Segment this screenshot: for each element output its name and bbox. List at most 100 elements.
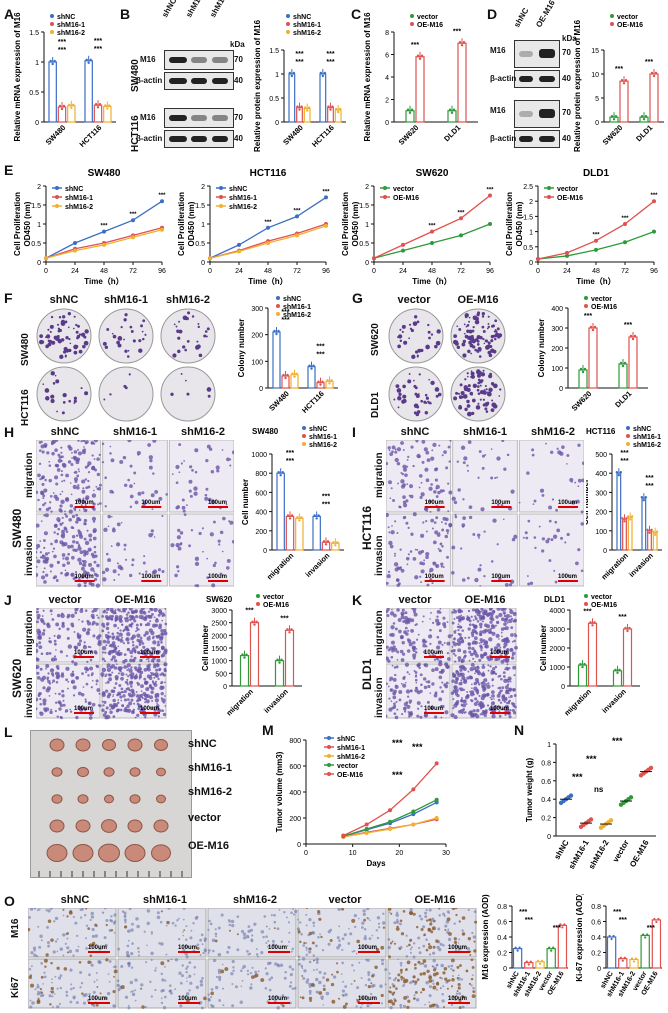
stained-cell bbox=[189, 494, 193, 498]
stained-cell bbox=[151, 612, 154, 616]
stained-cell bbox=[506, 683, 510, 686]
data-point bbox=[610, 937, 613, 941]
nucleus bbox=[174, 988, 177, 991]
data-point bbox=[650, 528, 653, 531]
data-point bbox=[338, 107, 342, 111]
stained-cell bbox=[387, 685, 390, 688]
positive-cell bbox=[473, 949, 477, 953]
stained-cell bbox=[400, 613, 404, 616]
colony bbox=[44, 388, 50, 393]
stained-cell bbox=[140, 608, 145, 611]
positive-cell bbox=[299, 996, 302, 999]
stained-cell bbox=[101, 442, 105, 446]
stained-cell bbox=[422, 638, 426, 643]
positive-cell bbox=[124, 925, 128, 929]
stained-cell bbox=[155, 705, 160, 710]
nucleus bbox=[367, 978, 371, 982]
stained-cell bbox=[389, 452, 394, 456]
data-point bbox=[608, 818, 614, 823]
nucleus bbox=[290, 911, 293, 915]
legend-marker bbox=[219, 186, 223, 190]
data-point bbox=[644, 115, 648, 118]
kda-70: 70 bbox=[562, 48, 571, 57]
stained-cell bbox=[49, 668, 55, 673]
legend-label: shM16-2 bbox=[633, 442, 661, 449]
data-point bbox=[622, 82, 626, 85]
nucleus bbox=[65, 994, 69, 997]
scale-bar-label: 100um bbox=[358, 996, 377, 1002]
nucleus bbox=[168, 984, 172, 988]
stained-cell bbox=[508, 678, 511, 681]
stained-cell bbox=[390, 487, 393, 490]
positive-cell bbox=[94, 923, 98, 927]
nucleus bbox=[30, 965, 33, 968]
nucleus bbox=[332, 975, 337, 979]
stained-cell bbox=[87, 645, 90, 648]
nucleus bbox=[76, 934, 79, 938]
nucleus bbox=[471, 931, 474, 935]
bar bbox=[649, 73, 659, 123]
stained-cell bbox=[176, 565, 180, 569]
nucleus bbox=[442, 912, 446, 916]
stained-cell bbox=[48, 460, 51, 463]
nucleus bbox=[202, 951, 205, 955]
stained-cell bbox=[164, 705, 167, 707]
colony bbox=[486, 391, 489, 394]
stained-cell bbox=[441, 690, 444, 693]
nucleus bbox=[251, 934, 254, 937]
stained-cell bbox=[100, 672, 105, 677]
colony bbox=[496, 327, 500, 331]
stained-cell bbox=[463, 654, 467, 658]
nucleus bbox=[101, 911, 105, 914]
stained-cell bbox=[491, 624, 494, 628]
stained-cell bbox=[89, 658, 93, 662]
nucleus bbox=[91, 927, 95, 932]
nucleus bbox=[302, 976, 306, 980]
stained-cell bbox=[547, 537, 551, 541]
stained-cell bbox=[577, 478, 582, 483]
stained-cell bbox=[117, 672, 121, 675]
legend-label: shM16-2 bbox=[65, 204, 93, 211]
colony bbox=[463, 332, 466, 335]
stained-cell bbox=[41, 482, 45, 486]
nucleus bbox=[287, 921, 290, 924]
y-axis-label: Relative protein expression of M16 bbox=[573, 19, 582, 152]
stained-cell bbox=[422, 615, 425, 618]
stained-cell bbox=[471, 623, 474, 626]
positive-cell bbox=[40, 975, 44, 979]
data-point bbox=[420, 54, 424, 57]
data-point bbox=[594, 238, 598, 243]
data-point bbox=[237, 242, 241, 247]
colony bbox=[476, 334, 481, 340]
colony bbox=[466, 411, 472, 417]
stained-cell bbox=[136, 628, 139, 631]
stained-cell bbox=[502, 671, 506, 675]
nucleus bbox=[47, 944, 51, 948]
stained-cell bbox=[72, 455, 77, 460]
stained-cell bbox=[155, 635, 158, 638]
nucleus bbox=[210, 988, 214, 991]
stained-cell bbox=[438, 629, 442, 633]
stained-cell bbox=[503, 649, 506, 652]
bar bbox=[627, 516, 633, 551]
nucleus bbox=[323, 972, 327, 975]
x-tick-label: migration bbox=[562, 687, 593, 718]
kda-label: kDa bbox=[562, 34, 577, 43]
stained-cell bbox=[54, 463, 59, 468]
stained-cell bbox=[500, 677, 503, 681]
stained-cell bbox=[405, 499, 409, 503]
data-point bbox=[241, 653, 244, 656]
stained-cell bbox=[112, 698, 116, 703]
legend-swatch bbox=[286, 22, 290, 26]
stained-cell bbox=[38, 641, 42, 645]
colony bbox=[62, 401, 66, 404]
nucleus bbox=[199, 983, 204, 987]
stained-cell bbox=[91, 702, 96, 707]
stained-cell bbox=[398, 505, 401, 509]
stained-cell bbox=[483, 610, 488, 615]
legend-swatch bbox=[610, 14, 614, 18]
nucleus bbox=[312, 954, 315, 957]
colony bbox=[486, 340, 489, 343]
stained-cell bbox=[510, 626, 514, 630]
